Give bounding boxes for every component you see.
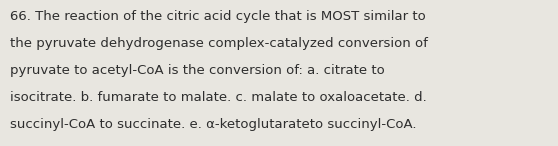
Text: the pyruvate dehydrogenase complex-catalyzed conversion of: the pyruvate dehydrogenase complex-catal… — [10, 37, 428, 50]
Text: isocitrate. b. fumarate to malate. c. malate to oxaloacetate. d.: isocitrate. b. fumarate to malate. c. ma… — [10, 91, 427, 104]
Text: 66. The reaction of the citric acid cycle that is MOST similar to: 66. The reaction of the citric acid cycl… — [10, 10, 426, 23]
Text: succinyl-CoA to succinate. e. α-ketoglutarateto succinyl-CoA.: succinyl-CoA to succinate. e. α-ketoglut… — [10, 118, 416, 131]
Text: pyruvate to acetyl-CoA is the conversion of: a. citrate to: pyruvate to acetyl-CoA is the conversion… — [10, 64, 385, 77]
